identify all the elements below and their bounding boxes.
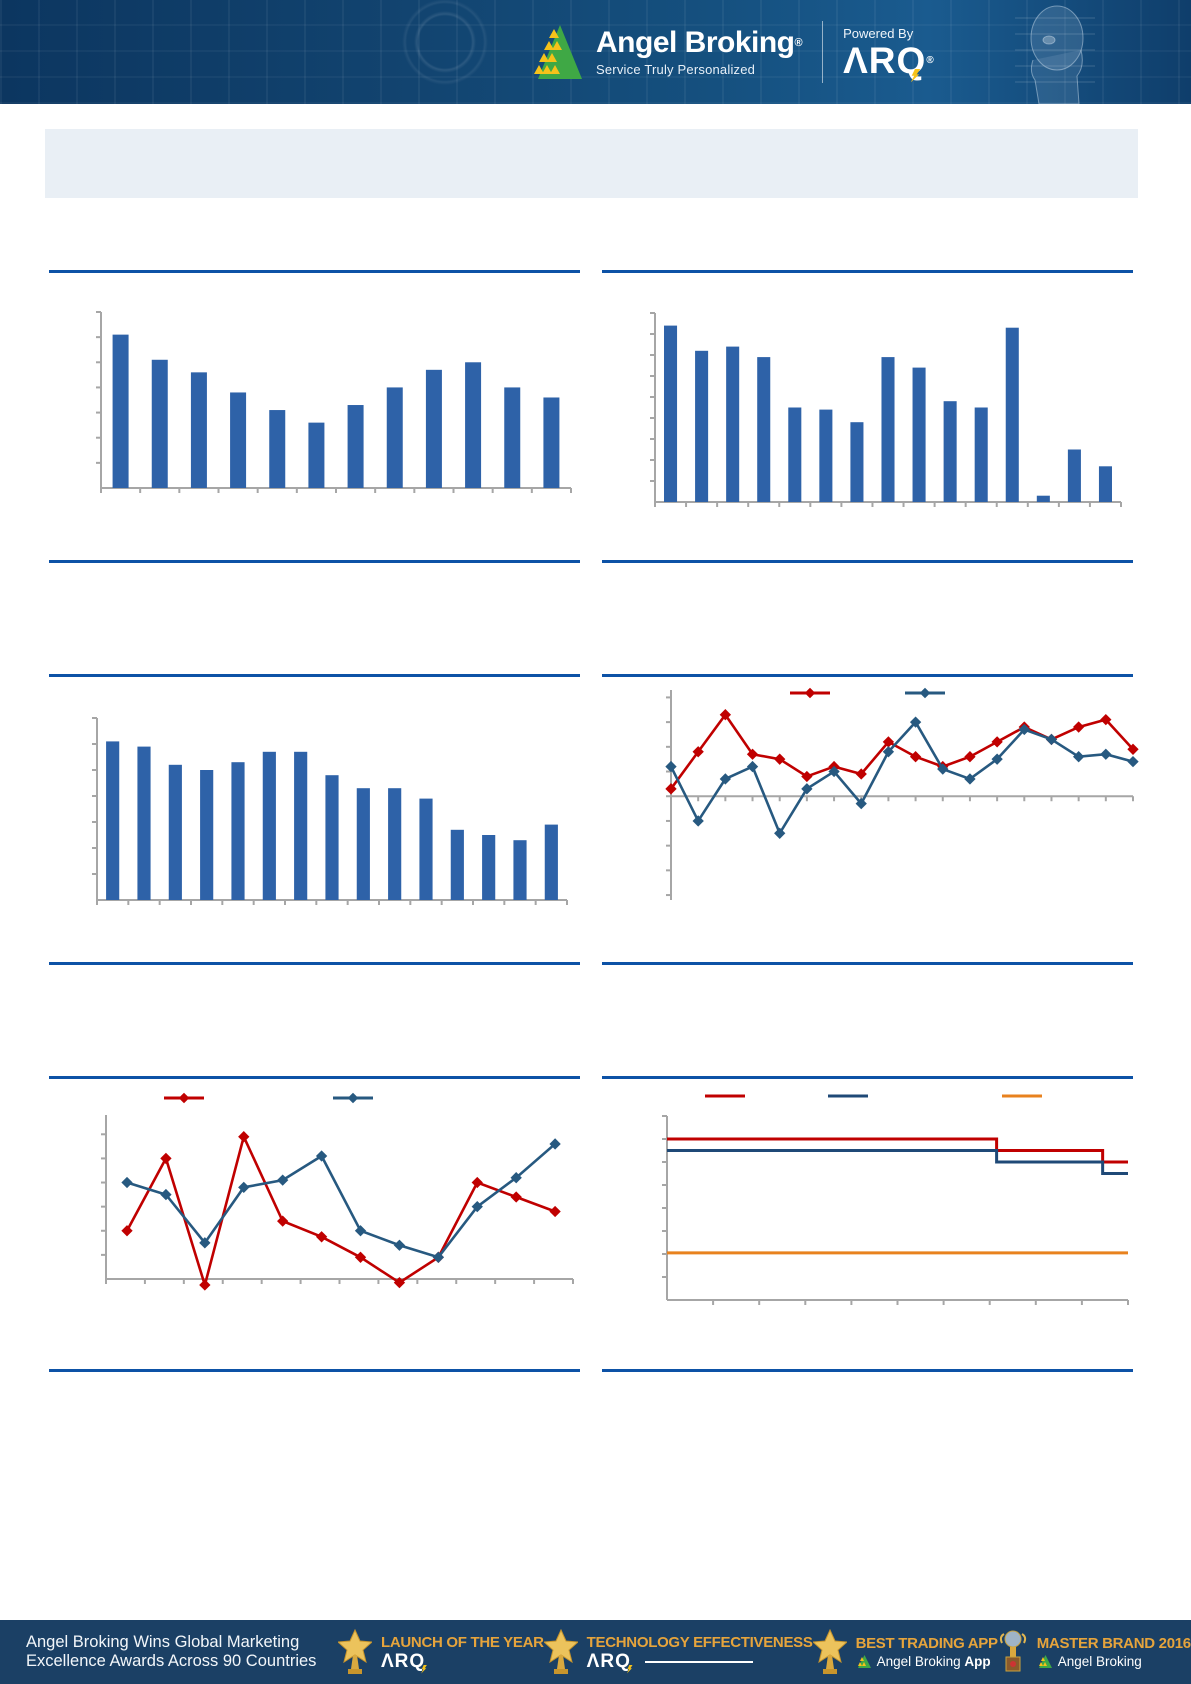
bar (1005, 327, 1019, 502)
header-banner: Angel Broking® Service Truly Personalize… (0, 0, 1191, 104)
bar (386, 387, 403, 488)
bar (308, 422, 325, 488)
star-trophy-icon (338, 1629, 372, 1674)
bar (544, 824, 558, 900)
star-trophy-icon (543, 1629, 578, 1674)
separator-line (602, 1369, 1133, 1372)
bar (819, 409, 833, 502)
bar (504, 387, 521, 488)
globe-trophy-icon (999, 1630, 1026, 1672)
bar (974, 407, 988, 502)
bar (543, 397, 560, 488)
header-divider (822, 21, 824, 83)
row1-right-bar-chart (650, 312, 1122, 507)
arq-underline (644, 1660, 753, 1663)
award-item-2: TECHNOLOGY EFFECTIVENESS ΛRQ (543, 1629, 813, 1675)
award-brand-text: Angel Broking App (876, 1654, 991, 1669)
bar (912, 367, 926, 502)
footer-headline-line1: Angel Broking Wins Global Marketing (26, 1633, 300, 1651)
brand-name: Angel Broking® (596, 25, 803, 59)
bar (262, 751, 276, 900)
separator-line (49, 1369, 580, 1372)
arq-mini-logo: ΛRQ (381, 1650, 428, 1674)
highlight-banner (45, 129, 1138, 198)
brand-tagline: Service Truly Personalized (596, 61, 756, 77)
bar (664, 325, 678, 502)
separator-line (49, 560, 580, 563)
bar (294, 751, 308, 900)
header-logo-lockup: Angel Broking® Service Truly Personalize… (530, 0, 935, 104)
bar (513, 840, 527, 900)
bar (137, 746, 151, 900)
bar (269, 410, 286, 488)
award-title: LAUNCH OF THE YEAR (381, 1633, 544, 1651)
bar (356, 788, 370, 900)
angel-broking-logo-icon (534, 25, 582, 79)
arq-mini-logo: ΛRQ (586, 1650, 633, 1674)
bar (450, 829, 464, 900)
award-title: MASTER BRAND 2016 (1036, 1635, 1191, 1652)
bar (419, 798, 433, 900)
star-trophy-icon (812, 1629, 847, 1674)
separator-line (49, 1076, 580, 1079)
award-title: BEST TRADING APP (855, 1635, 998, 1652)
row2-right-line-chart (665, 687, 1139, 900)
bar (388, 788, 402, 900)
bar (190, 372, 207, 488)
bar (757, 357, 771, 502)
award-title: TECHNOLOGY EFFECTIVENESS (586, 1633, 813, 1651)
row3-left-line-chart (101, 1092, 574, 1291)
separator-line (49, 270, 580, 273)
bar (106, 741, 120, 900)
separator-line (602, 270, 1133, 273)
separator-line (49, 674, 580, 677)
bar (168, 764, 182, 900)
separator-line (602, 560, 1133, 563)
row2-left-bar-chart (92, 717, 568, 905)
bar (1036, 495, 1050, 502)
bar (465, 362, 482, 488)
angel-broking-mini-logo-icon (857, 1655, 871, 1668)
award-item-3: BEST TRADING APP Angel Broking App (812, 1629, 998, 1675)
bar (200, 770, 214, 900)
footer-headline: Angel Broking Wins Global Marketing Exce… (26, 1633, 318, 1671)
award-brand-text: Angel Broking (1057, 1654, 1142, 1669)
lightning-bolt-icon (626, 1664, 633, 1674)
bar (695, 350, 709, 502)
bar (112, 334, 129, 488)
lightning-bolt-icon (421, 1664, 428, 1674)
bar (325, 775, 339, 900)
separator-line (602, 1076, 1133, 1079)
bar (1067, 449, 1081, 502)
row1-left-bar-chart (96, 311, 572, 493)
awards-list: LAUNCH OF THE YEAR ΛRQ TECHNOLOGY EFFECT… (338, 1629, 1191, 1675)
wireframe-head-graphic (1015, 5, 1095, 104)
bar (482, 835, 496, 900)
bar (347, 405, 364, 488)
bar (230, 392, 247, 488)
bar (425, 369, 442, 488)
footer-awards-banner: Angel Broking Wins Global Marketing Exce… (0, 1620, 1191, 1684)
separator-line (602, 962, 1133, 965)
bar (726, 346, 740, 502)
bar (231, 762, 245, 900)
bar (151, 359, 168, 488)
powered-by-label: Powered By (843, 25, 914, 41)
bar (1098, 466, 1112, 502)
award-item-4: MASTER BRAND 2016 Angel Broking (998, 1629, 1191, 1675)
bar (788, 407, 802, 502)
lightning-bolt-icon (910, 68, 921, 83)
separator-line (49, 962, 580, 965)
row3-right-step-chart (662, 1094, 1129, 1305)
separator-line (602, 674, 1133, 677)
award-item-1: LAUNCH OF THE YEAR ΛRQ (338, 1629, 544, 1675)
footer-headline-line2: Excellence Awards Across 90 Countries (26, 1652, 317, 1670)
registered-mark: ® (794, 36, 803, 49)
bar (943, 401, 957, 502)
arq-logo: ΛRQ® (843, 39, 935, 83)
bar (881, 357, 895, 502)
bar (850, 422, 864, 502)
angel-broking-mini-logo-icon (1038, 1655, 1052, 1668)
